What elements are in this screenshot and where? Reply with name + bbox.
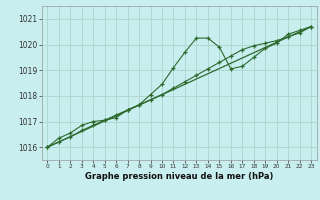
X-axis label: Graphe pression niveau de la mer (hPa): Graphe pression niveau de la mer (hPa) <box>85 172 273 181</box>
